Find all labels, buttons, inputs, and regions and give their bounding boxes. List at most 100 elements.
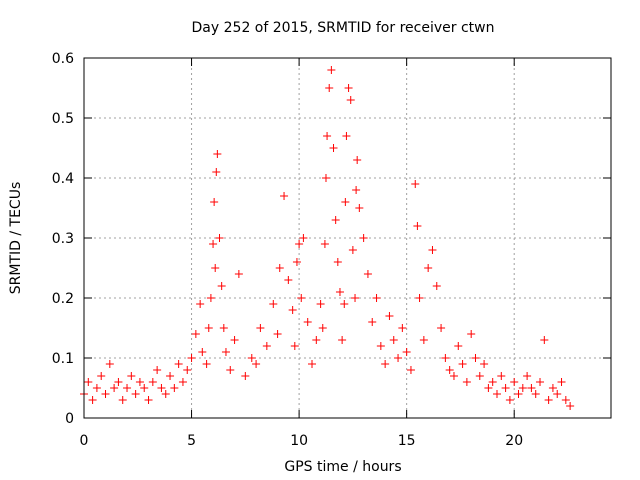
data-point: [256, 324, 265, 332]
data-point: [406, 366, 415, 374]
data-point: [215, 234, 224, 242]
x-tick-label: 20: [505, 433, 523, 449]
data-point: [492, 390, 501, 398]
data-point: [458, 360, 467, 368]
data-point: [97, 372, 106, 380]
data-point: [441, 354, 450, 362]
data-point: [419, 336, 428, 344]
data-point: [402, 348, 411, 356]
data-point: [316, 300, 325, 308]
x-axis-label: GPS time / hours: [284, 459, 401, 475]
data-point: [510, 378, 519, 386]
data-point: [178, 378, 187, 386]
data-point: [292, 258, 301, 266]
data-point: [523, 372, 532, 380]
data-point: [413, 222, 422, 230]
data-point: [252, 360, 261, 368]
data-point: [346, 96, 355, 104]
data-point: [333, 258, 342, 266]
data-point: [148, 378, 157, 386]
data-point: [340, 300, 349, 308]
grid-lines: [84, 58, 611, 418]
data-point: [88, 396, 97, 404]
data-point: [548, 384, 557, 392]
data-point: [135, 378, 144, 386]
data-point: [211, 264, 220, 272]
data-point: [198, 348, 207, 356]
data-point: [501, 384, 510, 392]
data-point: [105, 360, 114, 368]
y-tick-label: 0.6: [52, 51, 74, 67]
data-point: [153, 366, 162, 374]
y-tick-label: 0: [65, 411, 74, 427]
data-point: [553, 390, 562, 398]
data-point: [157, 384, 166, 392]
data-point: [467, 330, 476, 338]
data-point: [327, 66, 336, 74]
data-point: [269, 300, 278, 308]
data-point: [325, 84, 334, 92]
data-point: [514, 390, 523, 398]
data-point: [219, 324, 228, 332]
data-point: [308, 360, 317, 368]
data-point: [280, 192, 289, 200]
data-point: [241, 372, 250, 380]
plot-frame: [83, 57, 612, 419]
data-point: [376, 342, 385, 350]
data-point: [454, 342, 463, 350]
x-tick-label: 5: [187, 433, 196, 449]
data-point: [557, 378, 566, 386]
data-point: [92, 384, 101, 392]
y-tick-label: 0.4: [52, 171, 74, 187]
data-point: [187, 354, 196, 362]
data-point: [540, 336, 549, 344]
data-point: [566, 402, 575, 410]
data-point: [432, 282, 441, 290]
y-tick-label: 0.2: [52, 291, 74, 307]
data-point: [368, 318, 377, 326]
data-point: [273, 330, 282, 338]
data-point: [161, 390, 170, 398]
data-point: [497, 372, 506, 380]
y-tick-label: 0.1: [52, 351, 74, 367]
data-point: [352, 186, 361, 194]
data-point: [320, 240, 329, 248]
axis-ticks: 0 0.1 0.2 0.3 0.4 0.5 0.6 0 5 10 15 20: [52, 51, 611, 449]
data-point: [288, 306, 297, 314]
data-point: [144, 396, 153, 404]
data-point: [196, 300, 205, 308]
data-point: [110, 384, 119, 392]
data-point: [536, 378, 545, 386]
data-point: [183, 366, 192, 374]
y-tick-label: 0.3: [52, 231, 74, 247]
data-point: [385, 312, 394, 320]
data-point: [114, 378, 123, 386]
data-point: [321, 174, 330, 182]
data-point: [484, 384, 493, 392]
data-point: [341, 198, 350, 206]
data-point: [329, 144, 338, 152]
data-point: [303, 318, 312, 326]
y-axis-label: SRMTID / TECUs: [8, 182, 24, 295]
data-point: [299, 234, 308, 242]
data-point: [174, 360, 183, 368]
data-point: [424, 264, 433, 272]
data-point: [295, 240, 304, 248]
data-point: [318, 324, 327, 332]
data-point: [342, 132, 351, 140]
data-point: [348, 246, 357, 254]
data-point: [234, 270, 243, 278]
data-point: [221, 348, 230, 356]
data-point: [505, 396, 514, 404]
x-tick-label: 15: [398, 433, 416, 449]
data-point: [394, 354, 403, 362]
data-point: [372, 294, 381, 302]
data-point: [140, 384, 149, 392]
data-point: [544, 396, 553, 404]
data-point: [531, 390, 540, 398]
data-point: [389, 336, 398, 344]
data-point: [462, 378, 471, 386]
data-point: [398, 324, 407, 332]
data-point: [202, 360, 211, 368]
